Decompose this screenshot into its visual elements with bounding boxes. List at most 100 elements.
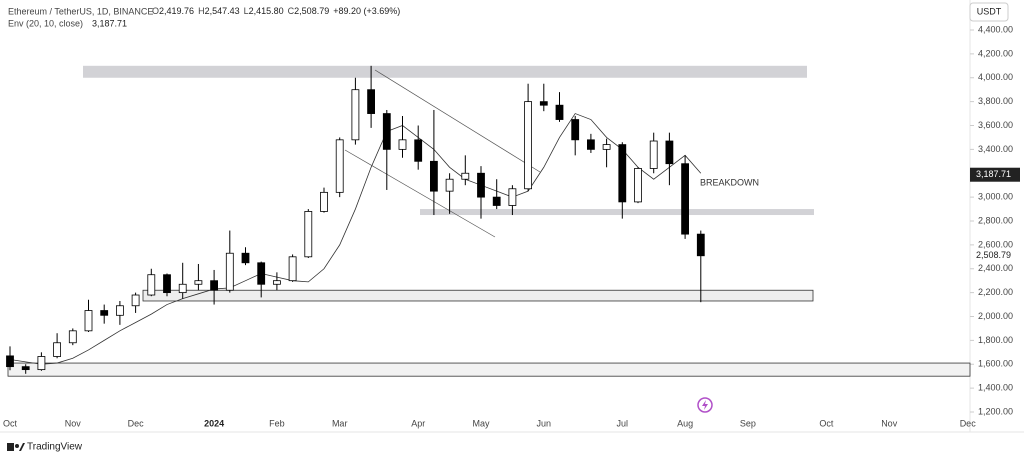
candle-body [351, 89, 360, 141]
candle-body [634, 168, 642, 203]
y-tick-label: 4,200.00 [978, 48, 1013, 58]
y-tick-label: 1,400.00 [978, 383, 1013, 393]
candle-body [665, 140, 674, 165]
x-tick-label: Dec [128, 418, 145, 428]
zone [142, 289, 814, 302]
x-tick-label: Sep [740, 418, 756, 428]
x-tick-label: Feb [269, 418, 285, 428]
candle-body [210, 280, 219, 291]
y-tick-label: 1,800.00 [978, 335, 1013, 345]
candle-body [288, 256, 297, 282]
ohlc-key: C [288, 6, 295, 16]
channel-line [344, 149, 496, 238]
x-tick-label: May [472, 418, 490, 428]
candle-body [696, 233, 705, 257]
x-tick-label: Nov [65, 418, 82, 428]
candle-body [84, 310, 93, 332]
channel-line [374, 69, 541, 173]
candle-body [272, 280, 281, 285]
x-tick-label: Oct [819, 418, 834, 428]
candle-body [163, 274, 171, 294]
candle-body [477, 172, 485, 198]
ma-line [9, 113, 702, 365]
legend-ohlc: O2,419.76 H2,547.43 L2,415.80 C2,508.79 +89.… [152, 6, 400, 16]
candle-body [398, 139, 407, 150]
ohlc-value: 2,419.76 [159, 6, 194, 16]
y-tick-label: 3,800.00 [978, 96, 1013, 106]
zone [420, 209, 814, 216]
ohlc-key: O [152, 6, 159, 16]
y-tick-label: 3,600.00 [978, 120, 1013, 130]
candle-body [508, 188, 517, 206]
x-tick-label: Dec [960, 418, 977, 428]
candle-body [241, 252, 250, 264]
branding: TradingView [27, 442, 83, 453]
candle-body [618, 144, 627, 203]
candle-body [335, 139, 344, 193]
indicator-value: 3,187.71 [92, 18, 127, 28]
y-tick-label: 2,600.00 [978, 239, 1013, 249]
candle-body [414, 139, 423, 162]
zone [83, 65, 807, 78]
candle-body [681, 163, 689, 235]
candle-body [147, 274, 156, 296]
candle-body [367, 89, 376, 114]
y-tick-label: 2,200.00 [978, 287, 1013, 297]
candle-body [382, 113, 391, 150]
candle-body [68, 330, 77, 344]
y-tick-label: 3,400.00 [978, 144, 1013, 154]
ohlc-value: 2,547.43 [205, 6, 240, 16]
candle-body [602, 144, 611, 150]
currency[interactable]: USDT [977, 6, 1002, 16]
price-label: 3,187.71 [976, 169, 1011, 179]
ohlc-key: H [198, 6, 205, 16]
ohlc-value: 2,415.80 [249, 6, 284, 16]
y-tick-label: 2,800.00 [978, 215, 1013, 225]
candle-body [257, 262, 266, 285]
x-tick-label: Aug [677, 418, 693, 428]
y-tick-label: 2,000.00 [978, 311, 1013, 321]
candle-body [21, 366, 30, 371]
candle-body [6, 355, 14, 368]
price-label-bg [970, 167, 1020, 182]
logo [7, 443, 25, 451]
y-tick-label: 4,400.00 [978, 24, 1013, 34]
candle-body [539, 101, 548, 106]
y-tick-label: 4,000.00 [978, 72, 1013, 82]
legend-symbol: Ethereum / TetherUS, 1D, BINANCE [8, 6, 153, 16]
candle-body [429, 160, 438, 192]
x-tick-label: Jul [617, 418, 629, 428]
ohlc-value: 2,508.79 [294, 6, 329, 16]
x-tick-label: Oct [3, 418, 18, 428]
candle-body [178, 283, 187, 294]
currency-button[interactable] [969, 2, 1009, 22]
candle-body [304, 211, 313, 258]
watermark-icon [697, 397, 713, 413]
candle-body [649, 140, 658, 169]
candle-body [131, 294, 140, 307]
candle-body [524, 101, 532, 190]
candle-body [571, 119, 580, 141]
y-tick-label: 1,200.00 [978, 406, 1013, 416]
candle-body [116, 305, 124, 316]
x-tick-label: Mar [332, 418, 348, 428]
candle-body [492, 196, 501, 206]
y-tick-label: 3,000.00 [978, 192, 1013, 202]
y-tick-label: 2,400.00 [978, 263, 1013, 273]
x-tick-label: Nov [881, 418, 898, 428]
x-tick-label: Jun [537, 418, 552, 428]
candle-body [555, 104, 564, 120]
candle-body [53, 342, 61, 357]
last-price-label: 2,508.79 [976, 250, 1011, 260]
candle-body [37, 356, 46, 371]
candle-body [225, 252, 234, 291]
y-tick-label: 1,600.00 [978, 359, 1013, 369]
zone [7, 362, 971, 377]
candle-body [194, 280, 203, 285]
x-tick-label: Apr [411, 418, 425, 428]
candle-body [445, 178, 454, 192]
candle-body [100, 310, 109, 316]
candle-body [461, 172, 470, 180]
